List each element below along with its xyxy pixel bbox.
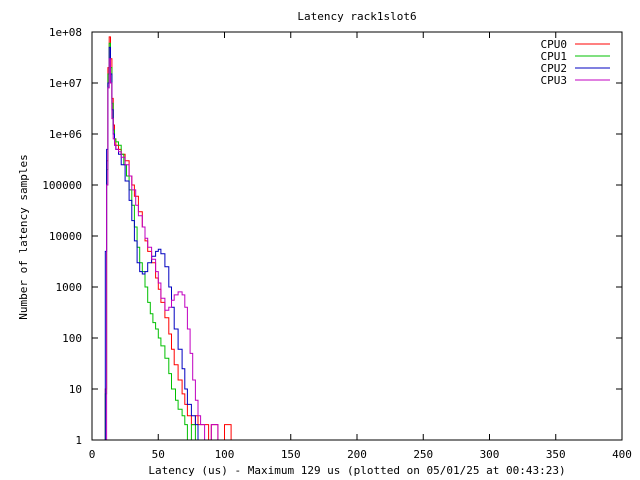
- x-tick-label: 200: [347, 448, 367, 461]
- y-tick-label: 100000: [42, 179, 82, 192]
- series-line-cpu0: [103, 36, 263, 441]
- y-tick-label: 1e+08: [49, 26, 82, 39]
- plot-frame: [91, 31, 623, 441]
- series-line-cpu2: [103, 46, 218, 441]
- x-tick-label: 0: [89, 448, 96, 461]
- series-line-cpu1: [103, 42, 202, 441]
- legend-label-cpu0: CPU0: [541, 38, 568, 51]
- x-tick-label: 300: [480, 448, 500, 461]
- y-tick-label: 1e+07: [49, 77, 82, 90]
- legend-label-cpu1: CPU1: [541, 50, 568, 63]
- legend-label-cpu3: CPU3: [541, 74, 568, 87]
- y-tick-label: 10000: [49, 230, 82, 243]
- axis-ticks: 0 50 100 150 200 250 300 350 400 1 10 100 1000 10000 1…: [42, 26, 632, 461]
- x-tick-label: 150: [281, 448, 301, 461]
- series-line-cpu3: [103, 58, 238, 441]
- y-tick-label: 1e+06: [49, 128, 82, 141]
- y-tick-label: 10: [69, 383, 82, 396]
- x-tick-label: 50: [152, 448, 165, 461]
- y-tick-label: 1000: [56, 281, 83, 294]
- x-tick-label: 100: [215, 448, 235, 461]
- y-tick-label: 1: [75, 434, 82, 447]
- x-tick-label: 350: [546, 448, 566, 461]
- x-axis-label: Latency (us) - Maximum 129 us (plotted o…: [148, 464, 565, 477]
- x-tick-label: 400: [612, 448, 632, 461]
- series-lines: [103, 36, 263, 441]
- y-axis-label: Number of latency samples: [17, 154, 30, 320]
- chart-title: Latency rack1slot6: [297, 10, 416, 23]
- legend-label-cpu2: CPU2: [541, 62, 568, 75]
- y-tick-label: 100: [62, 332, 82, 345]
- x-tick-label: 250: [413, 448, 433, 461]
